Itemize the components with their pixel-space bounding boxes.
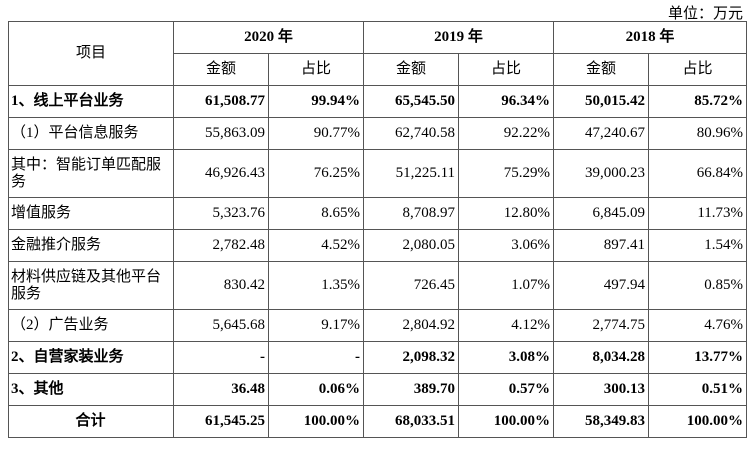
amount-cell: 300.13 [553,373,650,406]
year-header-2018: 2018 年 [553,21,748,54]
amount-cell: 62,740.58 [363,117,460,150]
ratio-cell: 4.52% [267,229,365,262]
amount-cell: 497.94 [553,261,650,310]
ratio-cell: 4.76% [648,309,748,342]
ratio-cell: 100.00% [458,405,555,438]
amount-cell: 2,098.32 [363,341,460,374]
ratio-cell: 100.00% [267,405,365,438]
row-label: 合计 [8,405,174,438]
ratio-cell: 0.85% [648,261,748,310]
ratio-cell: 0.51% [648,373,748,406]
ratio-cell: 96.34% [458,85,555,118]
amount-cell: 5,645.68 [173,309,269,342]
amount-cell: 830.42 [173,261,269,310]
table-row: 金融推介服务 2,782.48 4.52% 2,080.05 3.06% 897.41 1.… [8,229,748,262]
table-row: 其中：智能订单匹配服务 46,926.43 76.25% 51,225.11 75.29… [8,149,748,198]
year-header-2019: 2019 年 [363,21,555,54]
ratio-cell: 66.84% [648,149,748,198]
amount-cell: 36.48 [173,373,269,406]
table-row: （1）平台信息服务 55,863.09 90.77% 62,740.58 92.22% 4… [8,117,748,150]
ratio-cell: 3.06% [458,229,555,262]
year-header-2020: 2020 年 [172,21,365,54]
amount-cell: 2,774.75 [553,309,650,342]
table-row: 材料供应链及其他平台服务 830.42 1.35% 726.45 1.07% 497.94… [8,261,748,310]
amount-cell: 8,034.28 [553,341,650,374]
ratio-cell: 8.65% [267,197,365,230]
ratio-header: 占比 [458,53,555,86]
amount-cell: - [173,341,269,374]
amount-cell: 39,000.23 [553,149,650,198]
ratio-cell: 76.25% [267,149,365,198]
ratio-cell: 99.94% [267,85,365,118]
ratio-cell: 0.57% [458,373,555,406]
row-label: 材料供应链及其他平台服务 [8,261,174,310]
amount-cell: 65,545.50 [363,85,460,118]
ratio-cell: 80.96% [648,117,748,150]
ratio-cell: 12.80% [458,197,555,230]
ratio-cell: 100.00% [648,405,748,438]
amount-header: 金额 [553,53,650,86]
amount-header: 金额 [363,53,460,86]
table-row: 合计 61,545.25 100.00% 68,033.51 100.00% 58,349… [8,405,748,438]
ratio-cell: 0.06% [267,373,365,406]
ratio-header: 占比 [267,53,365,86]
amount-cell: 5,323.76 [173,197,269,230]
amount-cell: 2,782.48 [173,229,269,262]
amount-cell: 58,349.83 [553,405,650,438]
amount-cell: 389.70 [363,373,460,406]
table-row: （2）广告业务 5,645.68 9.17% 2,804.92 4.12% 2,774.7… [8,309,748,342]
table-row: 3、其他 36.48 0.06% 389.70 0.57% 300.13 0.51% [8,373,748,406]
table-row: 2、自营家装业务 - -2,098.32 3.08% 8,034.28 13.77% [8,341,748,374]
revenue-breakdown-table: 项目 2020 年 2019 年 2018 年 金额 占比 金额 占比 金额 占… [8,21,748,438]
unit-label: 单位：万元 [667,6,743,22]
row-label: （2）广告业务 [8,309,174,342]
ratio-cell: - [267,341,365,374]
amount-cell: 55,863.09 [173,117,269,150]
amount-cell: 50,015.42 [553,85,650,118]
ratio-cell: 85.72% [648,85,748,118]
row-label: 金融推介服务 [8,229,174,262]
amount-cell: 2,804.92 [363,309,460,342]
amount-cell: 2,080.05 [363,229,460,262]
amount-cell: 46,926.43 [173,149,269,198]
ratio-cell: 92.22% [458,117,555,150]
amount-cell: 726.45 [363,261,460,310]
row-label: 1、线上平台业务 [8,85,174,118]
ratio-cell: 3.08% [458,341,555,374]
ratio-cell: 1.07% [458,261,555,310]
row-label: 增值服务 [8,197,174,230]
amount-cell: 47,240.67 [553,117,650,150]
ratio-cell: 13.77% [648,341,748,374]
amount-cell: 51,225.11 [363,149,460,198]
amount-cell: 8,708.97 [363,197,460,230]
table-row: 1、线上平台业务 61,508.77 99.94% 65,545.50 96.34% 50… [8,85,748,118]
ratio-cell: 75.29% [458,149,555,198]
amount-cell: 897.41 [553,229,650,262]
table-row: 增值服务 5,323.76 8.65% 8,708.97 12.80% 6,845.09 1… [8,197,748,230]
amount-cell: 68,033.51 [363,405,460,438]
row-label: 3、其他 [8,373,174,406]
amount-header: 金额 [173,53,269,86]
ratio-cell: 90.77% [267,117,365,150]
ratio-cell: 4.12% [458,309,555,342]
row-label: 2、自营家装业务 [8,341,174,374]
row-label: （1）平台信息服务 [8,117,174,150]
ratio-cell: 11.73% [648,197,748,230]
item-header: 项目 [8,21,174,86]
ratio-cell: 9.17% [267,309,365,342]
amount-cell: 6,845.09 [553,197,650,230]
ratio-cell: 1.54% [648,229,748,262]
row-label: 其中：智能订单匹配服务 [8,149,174,198]
amount-cell: 61,508.77 [173,85,269,118]
ratio-header: 占比 [648,53,748,86]
amount-cell: 61,545.25 [173,405,269,438]
ratio-cell: 1.35% [267,261,365,310]
